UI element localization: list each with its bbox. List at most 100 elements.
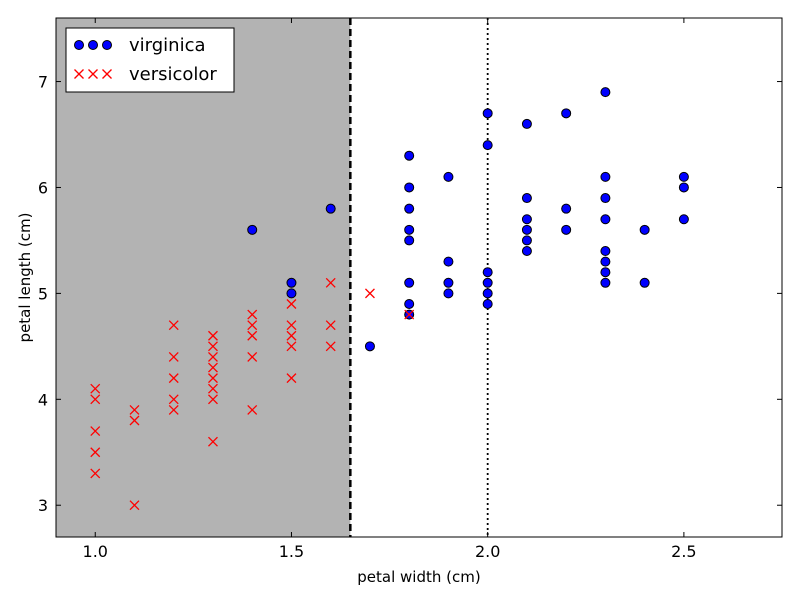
data-point-versicolor: [129, 500, 140, 511]
legend-box: [65, 27, 235, 93]
data-point-virginica: [404, 182, 415, 193]
data-point-versicolor: [286, 330, 297, 341]
legend: virginica versicolor: [65, 27, 235, 93]
data-point-virginica: [600, 256, 611, 267]
data-point-versicolor: [168, 404, 179, 415]
data-point-virginica: [404, 277, 415, 288]
data-point-versicolor: [286, 299, 297, 309]
data-point-versicolor: [247, 309, 258, 320]
data-point-versicolor: [129, 404, 140, 415]
x-axis-label: petal width (cm): [357, 568, 480, 586]
data-point-virginica: [247, 224, 258, 235]
legend-label-versicolor: versicolor: [129, 64, 217, 85]
data-point-virginica: [600, 214, 611, 225]
data-point-virginica: [600, 246, 611, 257]
data-point-virginica: [404, 203, 415, 214]
y-axis-label: petal length (cm): [16, 213, 34, 343]
data-point-versicolor: [168, 373, 179, 384]
legend-marker-virginica: [74, 40, 84, 50]
data-point-versicolor: [208, 351, 218, 362]
legend-marker-versicolor: [74, 69, 84, 79]
data-point-versicolor: [90, 447, 101, 458]
data-point-virginica: [521, 246, 532, 257]
data-point-virginica: [404, 150, 415, 161]
data-point-versicolor: [247, 320, 258, 331]
x-tick-label: 1.5: [279, 542, 304, 561]
data-point-virginica: [404, 298, 415, 309]
x-tick-label: 1.0: [83, 542, 108, 561]
data-point-versicolor: [208, 362, 218, 373]
data-point-versicolor: [208, 436, 218, 447]
data-point-virginica: [561, 224, 572, 235]
data-point-versicolor: [286, 341, 297, 352]
legend-marker-virginica: [88, 40, 98, 50]
data-point-virginica: [286, 288, 297, 299]
data-point-virginica: [325, 203, 336, 214]
data-point-versicolor: [247, 404, 258, 415]
data-point-versicolor: [90, 426, 101, 437]
data-point-virginica: [600, 267, 611, 278]
data-point-virginica: [443, 277, 454, 288]
data-point-versicolor: [325, 341, 336, 352]
data-point-versicolor: [325, 320, 336, 331]
data-point-versicolor: [208, 373, 218, 384]
data-point-virginica: [521, 118, 532, 129]
data-point-virginica: [404, 224, 415, 235]
data-point-virginica: [600, 277, 611, 288]
shaded-region: [56, 18, 351, 537]
data-point-versicolor: [364, 288, 375, 299]
data-point-versicolor: [168, 320, 179, 331]
data-point-versicolor: [129, 415, 140, 426]
data-point-virginica: [600, 193, 611, 204]
data-point-versicolor: [247, 351, 258, 362]
data-point-virginica: [482, 140, 493, 151]
data-point-virginica: [364, 341, 375, 352]
data-point-versicolor: [325, 277, 336, 288]
data-point-versicolor: [208, 330, 218, 341]
data-point-virginica: [482, 277, 493, 288]
data-point-versicolor: [208, 383, 218, 394]
data-point-virginica: [678, 214, 689, 225]
data-point-versicolor: [286, 320, 297, 331]
data-point-versicolor: [247, 330, 258, 341]
data-point-versicolor: [208, 394, 218, 405]
data-point-virginica: [561, 203, 572, 214]
legend-marker-versicolor: [88, 69, 98, 79]
data-point-virginica: [521, 193, 532, 204]
data-point-virginica: [561, 108, 572, 119]
data-point-virginica: [482, 267, 493, 278]
y-tick-label: 4: [38, 390, 48, 409]
y-tick-label: 7: [38, 73, 48, 92]
data-point-virginica: [639, 224, 650, 235]
data-point-virginica: [521, 235, 532, 246]
data-point-virginica: [600, 87, 611, 98]
legend-markers-virginica: [74, 40, 112, 50]
data-point-virginica: [482, 298, 493, 309]
legend-marker-versicolor: [102, 69, 112, 79]
data-point-versicolor: [168, 394, 179, 405]
data-point-virginica: [482, 288, 493, 299]
y-tick-label: 6: [38, 178, 48, 197]
data-point-virginica: [521, 224, 532, 235]
data-point-virginica: [521, 214, 532, 225]
data-point-versicolor: [168, 351, 179, 362]
data-point-virginica: [678, 182, 689, 193]
data-point-virginica: [404, 235, 415, 246]
x-tick-label: 2.5: [671, 542, 696, 561]
x-tick-label: 2.0: [475, 542, 500, 561]
data-point-virginica: [286, 277, 297, 288]
data-point-versicolor: [208, 341, 218, 352]
legend-markers-versicolor: [74, 69, 112, 79]
data-point-versicolor: [90, 468, 101, 479]
data-point-virginica: [678, 171, 689, 182]
data-point-versicolor: [90, 383, 101, 394]
legend-marker-virginica: [102, 40, 112, 50]
data-point-virginica: [443, 171, 454, 182]
data-point-virginica: [639, 277, 650, 288]
y-tick-label: 5: [38, 284, 48, 303]
data-point-virginica: [443, 256, 454, 267]
y-tick-label: 3: [38, 496, 48, 515]
data-point-versicolor: [286, 373, 297, 384]
data-point-virginica: [600, 171, 611, 182]
